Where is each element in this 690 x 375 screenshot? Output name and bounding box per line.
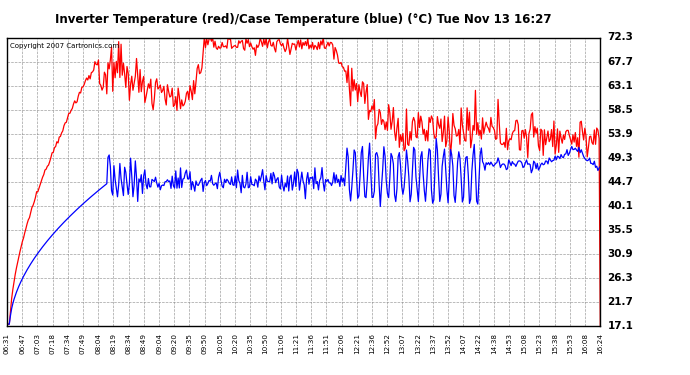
Text: 40.1: 40.1 xyxy=(607,201,633,211)
Text: 30.9: 30.9 xyxy=(607,249,633,259)
Text: Inverter Temperature (red)/Case Temperature (blue) (°C) Tue Nov 13 16:27: Inverter Temperature (red)/Case Temperat… xyxy=(55,13,552,26)
Text: 35.5: 35.5 xyxy=(607,225,633,235)
Text: 53.9: 53.9 xyxy=(607,129,633,139)
Text: Copyright 2007 Cartronics.com: Copyright 2007 Cartronics.com xyxy=(10,43,119,49)
Text: 21.7: 21.7 xyxy=(607,297,633,307)
Text: 17.1: 17.1 xyxy=(607,321,633,331)
Text: 67.7: 67.7 xyxy=(607,57,633,67)
Text: 49.3: 49.3 xyxy=(607,153,633,163)
Text: 58.5: 58.5 xyxy=(607,105,633,115)
Text: 44.7: 44.7 xyxy=(607,177,633,187)
Text: 26.3: 26.3 xyxy=(607,273,633,283)
Text: 63.1: 63.1 xyxy=(607,81,633,91)
Text: 72.3: 72.3 xyxy=(607,33,633,42)
